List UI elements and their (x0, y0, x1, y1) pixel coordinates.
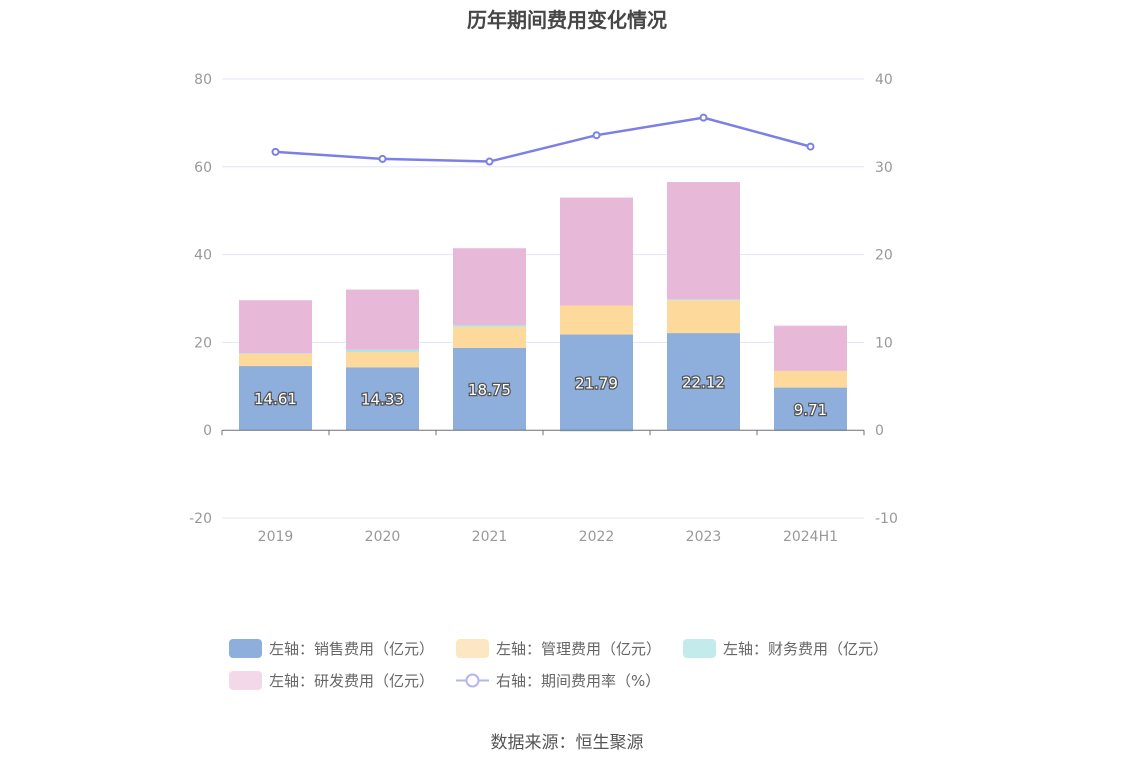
legend-line-icon (456, 671, 490, 690)
bar-admin (453, 326, 526, 348)
y-left-tick-label: 20 (194, 335, 212, 351)
line-expense-rate (275, 116, 811, 163)
bar-admin (239, 353, 312, 367)
bar-rnd (346, 289, 419, 350)
bar-sales (774, 387, 847, 431)
legend-swatch-finance (683, 638, 717, 658)
line-point (271, 147, 280, 156)
line-point (485, 157, 494, 166)
line-point (592, 131, 601, 140)
data-label-sales: 14.61 (254, 390, 297, 408)
legend-item-expense-rate[interactable]: 右轴：期间费用率（%） (456, 670, 660, 691)
legend-item-sales[interactable]: 左轴：销售费用（亿元） (229, 638, 434, 659)
x-tick-label: 2020 (365, 529, 401, 545)
y-right-tick-label: -10 (875, 511, 898, 527)
legend-item-finance[interactable]: 左轴：财务费用（亿元） (683, 638, 888, 659)
legend-row: 左轴：销售费用（亿元） 左轴：管理费用（亿元） 左轴：财务费用（亿元） (229, 632, 929, 664)
source-note: 数据来源：恒生聚源 (490, 733, 644, 753)
line-point (378, 154, 387, 163)
bar-admin (346, 351, 419, 368)
legend: 左轴：销售费用（亿元） 左轴：管理费用（亿元） 左轴：财务费用（亿元） 左轴：研… (229, 632, 929, 696)
grid-lines (222, 78, 864, 519)
legend-swatch-rnd (229, 670, 262, 690)
bar-finance (346, 349, 419, 352)
x-tick-label: 2023 (686, 529, 722, 545)
bar-finance (560, 430, 633, 432)
x-tick-label: 2021 (472, 529, 508, 545)
data-label-sales: 14.33 (361, 391, 404, 409)
bar-group (239, 182, 847, 432)
legend-swatch-admin (456, 638, 490, 658)
bar-finance (453, 325, 526, 327)
bar-rnd (239, 300, 312, 354)
bar-sales (239, 366, 312, 431)
line-series (271, 113, 815, 166)
x-tick-label: 2024H1 (783, 529, 838, 545)
line-point (699, 113, 708, 122)
y-right-tick-label: 40 (875, 72, 893, 88)
bar-finance (667, 299, 740, 301)
data-label-sales: 21.79 (575, 374, 618, 392)
y-right-tick-label: 30 (875, 160, 893, 176)
bar-rnd (453, 248, 526, 326)
bar-admin (560, 305, 633, 335)
legend-swatch-sales (229, 638, 262, 658)
x-tick-label: 2022 (579, 529, 615, 545)
legend-label-finance: 左轴：财务费用（亿元） (723, 639, 889, 658)
y-right-tick-label: 10 (875, 335, 893, 351)
bar-admin (667, 300, 740, 334)
y-left-tick-label: 60 (194, 160, 212, 176)
legend-item-admin[interactable]: 左轴：管理费用（亿元） (456, 638, 661, 659)
bar-sales (453, 347, 526, 431)
y-right-tick-label: 0 (875, 423, 884, 439)
legend-item-rnd[interactable]: 左轴：研发费用（亿元） (229, 670, 434, 691)
legend-label-rnd: 左轴：研发费用（亿元） (269, 671, 435, 690)
y-left-tick-label: 80 (194, 72, 212, 88)
bar-admin (774, 370, 847, 388)
data-label-sales: 22.12 (682, 374, 725, 392)
data-labels: 14.61 14.33 18.75 21.79 22.12 9.71 (253, 372, 829, 420)
line-point (806, 142, 815, 151)
legend-row: 左轴：研发费用（亿元） 右轴：期间费用率（%） (229, 664, 929, 696)
bar-sales (667, 333, 740, 431)
chart-title: 历年期间费用变化情况 (467, 8, 667, 32)
y-right-tick-label: 20 (875, 248, 893, 264)
bar-rnd (560, 197, 633, 306)
bar-finance (239, 353, 312, 354)
x-tick-label: 2019 (258, 529, 294, 545)
data-label-sales: 18.75 (468, 381, 511, 399)
legend-label-expense-rate: 右轴：期间费用率（%） (496, 671, 661, 690)
bar-rnd (774, 325, 847, 371)
y-left-tick-label: -20 (189, 511, 212, 527)
bar-rnd (667, 182, 740, 300)
y-left-tick-label: 40 (194, 248, 212, 264)
bar-sales (346, 367, 419, 431)
y-left-tick-label: 0 (203, 423, 212, 439)
bar-sales (560, 334, 633, 431)
data-label-sales: 9.71 (794, 401, 827, 419)
legend-label-sales: 左轴：销售费用（亿元） (269, 639, 435, 658)
legend-label-admin: 左轴：管理费用（亿元） (496, 639, 662, 658)
